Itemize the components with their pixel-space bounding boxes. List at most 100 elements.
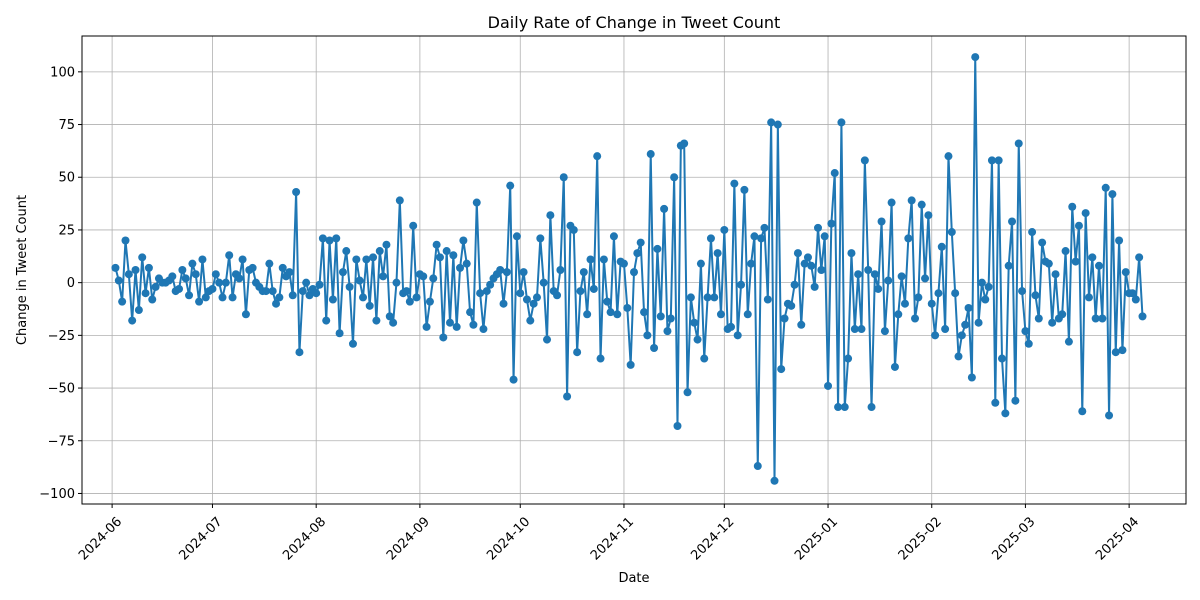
- data-point: [941, 325, 950, 334]
- data-point: [897, 272, 906, 281]
- data-point: [312, 289, 321, 298]
- data-point: [369, 253, 378, 262]
- data-point: [793, 249, 802, 258]
- data-point: [168, 272, 177, 281]
- y-axis-title: Change in Tweet Count: [15, 195, 30, 345]
- data-point: [1044, 259, 1053, 268]
- data-point: [727, 322, 736, 331]
- data-point: [235, 274, 244, 283]
- data-point: [900, 299, 909, 308]
- data-point: [221, 278, 230, 287]
- data-point: [680, 139, 689, 148]
- data-point: [643, 331, 652, 340]
- data-point: [539, 278, 548, 287]
- data-point: [1021, 327, 1030, 336]
- data-point: [860, 156, 869, 165]
- data-point: [623, 303, 632, 312]
- data-point: [546, 211, 555, 220]
- plot-frame: [81, 35, 1187, 505]
- data-point: [315, 280, 324, 289]
- data-point: [536, 234, 545, 243]
- data-point: [285, 268, 294, 277]
- data-point: [195, 297, 204, 306]
- data-point: [352, 255, 361, 264]
- data-point: [747, 259, 756, 268]
- data-point: [124, 270, 133, 279]
- data-point: [583, 310, 592, 319]
- data-point: [532, 293, 541, 302]
- data-point: [1074, 221, 1083, 230]
- y-tick-label: 0: [67, 276, 75, 291]
- data-point: [325, 236, 334, 245]
- data-point: [961, 320, 970, 329]
- data-point: [425, 297, 434, 306]
- y-tick-label: −75: [48, 434, 75, 449]
- data-point: [302, 278, 311, 287]
- data-point: [355, 276, 364, 285]
- data-point: [1001, 409, 1010, 418]
- data-point: [248, 263, 257, 272]
- data-point: [911, 314, 920, 323]
- data-point: [482, 287, 491, 296]
- data-point: [208, 284, 217, 293]
- data-point: [479, 325, 488, 334]
- data-point: [298, 287, 307, 296]
- data-point: [951, 289, 960, 298]
- data-point: [1118, 346, 1127, 355]
- data-point: [967, 373, 976, 382]
- data-point: [506, 181, 515, 190]
- data-point: [850, 325, 859, 334]
- data-point: [1034, 314, 1043, 323]
- data-point: [1088, 253, 1097, 262]
- data-point: [847, 249, 856, 258]
- data-point: [338, 268, 347, 277]
- data-point: [466, 308, 475, 317]
- data-point: [392, 278, 401, 287]
- y-tick-label: −50: [48, 382, 75, 397]
- data-point: [543, 335, 552, 344]
- data-point: [753, 462, 762, 471]
- data-point: [305, 291, 314, 300]
- data-point: [924, 211, 933, 220]
- data-point: [977, 278, 986, 287]
- data-point: [807, 261, 816, 270]
- data-point: [385, 312, 394, 321]
- data-point: [138, 253, 147, 262]
- data-point: [686, 293, 695, 302]
- data-point: [703, 293, 712, 302]
- data-point: [345, 282, 354, 291]
- data-point: [609, 232, 618, 241]
- data-point: [151, 282, 160, 291]
- data-point: [128, 316, 137, 325]
- data-point: [954, 352, 963, 361]
- data-point: [1038, 238, 1047, 247]
- data-point: [1078, 407, 1087, 416]
- data-point: [148, 295, 157, 304]
- data-point: [1061, 247, 1070, 256]
- data-point: [706, 234, 715, 243]
- data-point: [877, 217, 886, 226]
- data-point: [1138, 312, 1147, 321]
- y-tick-label: −25: [48, 329, 75, 344]
- data-point: [131, 266, 140, 274]
- data-point: [456, 263, 465, 272]
- data-point: [275, 293, 284, 302]
- data-point: [442, 247, 451, 256]
- data-point: [1128, 289, 1137, 298]
- data-point: [757, 234, 766, 243]
- data-point: [389, 318, 398, 327]
- data-point: [486, 280, 495, 289]
- data-point: [733, 331, 742, 340]
- data-point: [854, 270, 863, 279]
- data-point: [730, 179, 739, 188]
- data-point: [1051, 270, 1060, 279]
- data-markers: [111, 53, 1147, 485]
- data-point: [496, 266, 505, 274]
- data-point: [419, 272, 428, 281]
- data-point: [553, 291, 562, 300]
- data-point: [241, 310, 250, 319]
- data-point: [663, 327, 672, 336]
- data-point: [814, 223, 822, 232]
- data-point: [1111, 348, 1120, 357]
- data-point: [593, 152, 602, 161]
